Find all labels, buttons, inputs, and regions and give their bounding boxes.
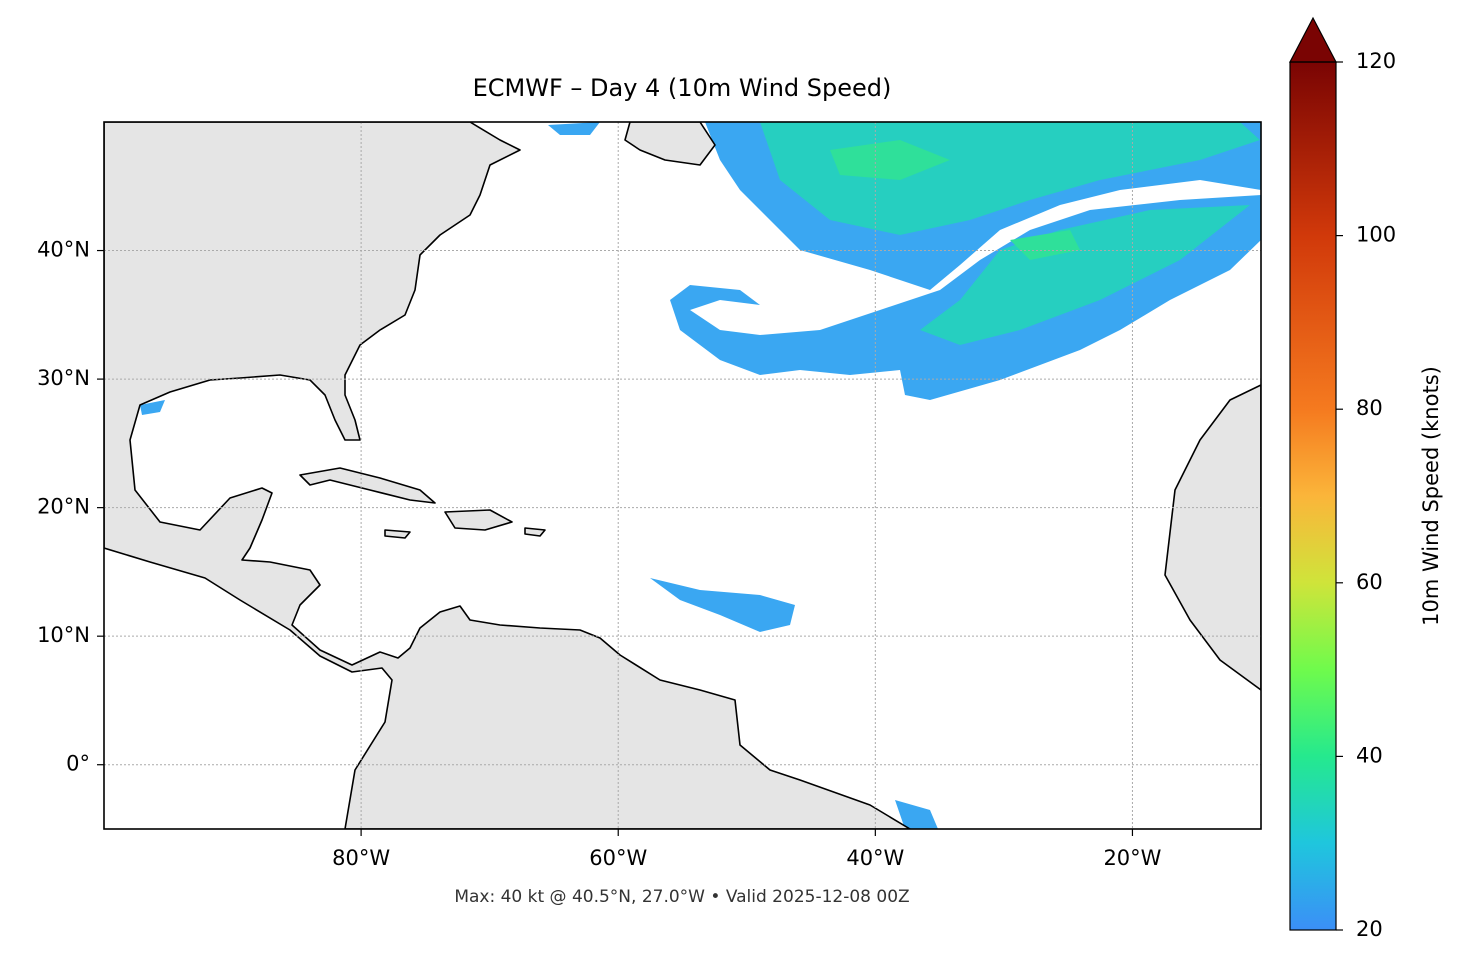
y-tick-label: 20°N: [37, 495, 90, 519]
x-tick-label: 20°W: [1103, 846, 1161, 870]
colorbar-frame: [1289, 61, 1337, 931]
graticule: [104, 122, 1261, 829]
colorbar-tick-label: 80: [1356, 396, 1383, 420]
y-tick-label: 0°: [66, 752, 90, 776]
land: [104, 122, 1261, 829]
y-tick-label: 10°N: [37, 623, 90, 647]
colorbar-tick-label: 40: [1356, 743, 1383, 767]
y-tick-label: 30°N: [37, 366, 90, 390]
colorbar-label: 10m Wind Speed (knots): [1419, 366, 1443, 626]
map-area: [104, 122, 1261, 829]
wind-field: [140, 122, 1261, 829]
map-title: ECMWF – Day 4 (10m Wind Speed): [473, 74, 892, 102]
map-frame: [103, 121, 1262, 830]
colorbar-tick-label: 20: [1356, 917, 1383, 941]
colorbar: [1290, 62, 1336, 930]
y-tick-label: 40°N: [37, 238, 90, 262]
colorbar-tick-label: 100: [1356, 223, 1396, 247]
x-tick-label: 60°W: [589, 846, 647, 870]
colorbar-tick-label: 120: [1356, 49, 1396, 73]
colorbar-tick-label: 60: [1356, 570, 1383, 594]
x-tick-label: 80°W: [332, 846, 390, 870]
x-tick-label: 40°W: [846, 846, 904, 870]
colorbar-extend: [1289, 16, 1337, 63]
footer-note: Max: 40 kt @ 40.5°N, 27.0°W • Valid 2025…: [454, 887, 909, 907]
